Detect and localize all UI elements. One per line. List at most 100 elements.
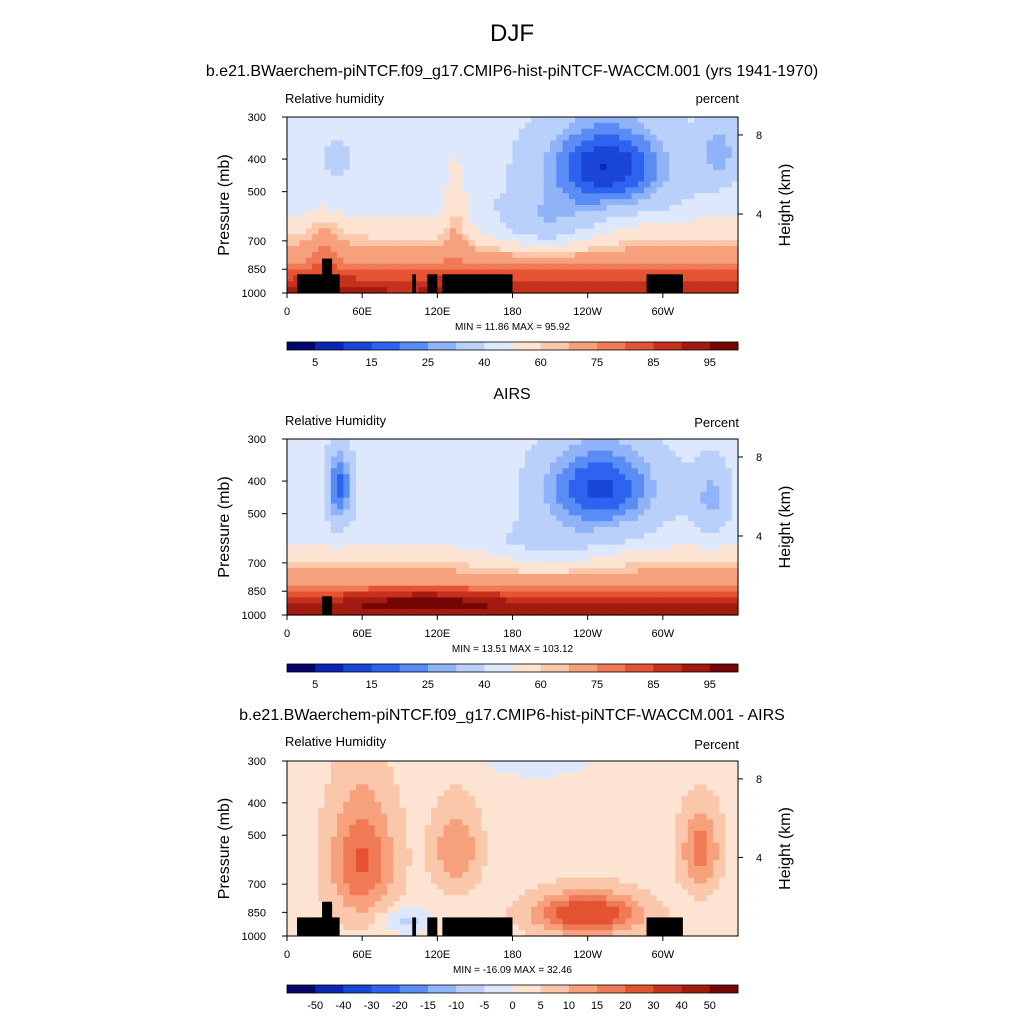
- heatmap-cell: [669, 199, 676, 206]
- heatmap-cell: [380, 573, 388, 581]
- heatmap-cell: [330, 550, 338, 557]
- heatmap-cell: [493, 140, 501, 147]
- heatmap-cell: [681, 228, 689, 235]
- heatmap-cell: [399, 128, 407, 136]
- heatmap-cell: [462, 117, 470, 124]
- heatmap-cell: [669, 257, 676, 265]
- heatmap-cell: [431, 222, 438, 230]
- heatmap-cell: [593, 287, 601, 294]
- heatmap-cell: [287, 573, 294, 581]
- heatmap-cell: [362, 603, 370, 610]
- heatmap-cell: [481, 568, 489, 575]
- heatmap-cell: [343, 556, 351, 563]
- heatmap-cell: [687, 175, 695, 183]
- heatmap-cell: [531, 181, 539, 188]
- heatmap-cell: [412, 158, 420, 165]
- heatmap-cell: [625, 140, 633, 147]
- heatmap-cell: [299, 169, 307, 177]
- heatmap-cell: [694, 210, 702, 218]
- heatmap-cell: [305, 269, 313, 276]
- heatmap-cell: [512, 181, 520, 188]
- heatmap-cell: [418, 480, 426, 487]
- colorbar-cell: [456, 342, 485, 350]
- heatmap-cell: [462, 579, 470, 587]
- heatmap-cell: [625, 228, 633, 235]
- heatmap-cell: [330, 269, 338, 276]
- heatmap-cell: [631, 275, 639, 282]
- heatmap-cell: [593, 263, 601, 271]
- heatmap-cell: [550, 216, 557, 224]
- heatmap-cell: [349, 562, 357, 569]
- heatmap-cell: [305, 906, 313, 914]
- heatmap-cell: [406, 228, 413, 235]
- heatmap-cell: [349, 538, 357, 546]
- heatmap-cell: [349, 544, 357, 552]
- heatmap-cell: [506, 550, 514, 557]
- heatmap-cell: [368, 210, 376, 218]
- heatmap-cell: [393, 444, 401, 452]
- heatmap-cell: [644, 152, 651, 159]
- heatmap-cell: [456, 187, 463, 194]
- heatmap-cell: [362, 287, 370, 294]
- heatmap-cell: [293, 901, 301, 908]
- heatmap-cell: [424, 269, 432, 276]
- heatmap-cell: [506, 163, 514, 171]
- heatmap-cell: [287, 556, 294, 563]
- heatmap-cell: [556, 269, 564, 276]
- heatmap-cell: [719, 269, 727, 276]
- heatmap-cell: [456, 474, 463, 481]
- heatmap-cell: [374, 819, 382, 826]
- heatmap-cell: [299, 450, 307, 458]
- heatmap-cell: [368, 527, 376, 534]
- heatmap-cell: [374, 877, 382, 885]
- heatmap-cell: [487, 240, 495, 247]
- heatmap-cell: [362, 269, 370, 276]
- heatmap-cell: [393, 901, 401, 908]
- heatmap-cell: [424, 556, 432, 563]
- heatmap-cell: [443, 497, 451, 505]
- heatmap-cell: [731, 193, 739, 200]
- heatmap-cell: [568, 199, 576, 206]
- heatmap-cell: [493, 263, 501, 271]
- heatmap-cell: [393, 860, 401, 867]
- heatmap-cell: [380, 269, 388, 276]
- heatmap-cell: [299, 825, 307, 832]
- heatmap-cell: [456, 562, 463, 569]
- heatmap-cell: [337, 474, 344, 481]
- heatmap-cell: [431, 591, 438, 598]
- heatmap-cell: [531, 246, 539, 253]
- heatmap-cell: [499, 210, 507, 218]
- heatmap-cell: [474, 257, 482, 265]
- heatmap-cell: [531, 128, 539, 136]
- heatmap-cell: [543, 216, 551, 224]
- heatmap-cell: [387, 889, 395, 896]
- heatmap-cell: [362, 187, 370, 194]
- heatmap-cell: [343, 918, 351, 925]
- heatmap-cell: [393, 784, 401, 791]
- heatmap-cell: [637, 187, 645, 194]
- heatmap-cell: [293, 807, 301, 815]
- heatmap-cell: [380, 831, 388, 838]
- heatmap-cell: [330, 796, 338, 803]
- heatmap-cell: [424, 222, 432, 230]
- heatmap-cell: [324, 883, 332, 890]
- heatmap-cell: [593, 146, 601, 153]
- heatmap-cell: [424, 497, 432, 505]
- heatmap-cell: [406, 199, 413, 206]
- heatmap-cell: [393, 281, 401, 288]
- heatmap-cell: [287, 146, 294, 153]
- colorbar-cell: [540, 342, 570, 350]
- heatmap-cell: [706, 117, 714, 124]
- heatmap-cell: [731, 152, 739, 159]
- heatmap-cell: [493, 169, 501, 177]
- heatmap-cell: [712, 269, 720, 276]
- heatmap-cell: [374, 163, 382, 171]
- heatmap-cell: [337, 544, 344, 552]
- heatmap-cell: [431, 169, 438, 177]
- heatmap-cell: [675, 234, 683, 241]
- heatmap-cell: [368, 474, 376, 481]
- heatmap-cell: [387, 257, 395, 265]
- heatmap-cell: [337, 550, 344, 557]
- heatmap-cell: [318, 866, 326, 873]
- heatmap-cell: [669, 205, 676, 212]
